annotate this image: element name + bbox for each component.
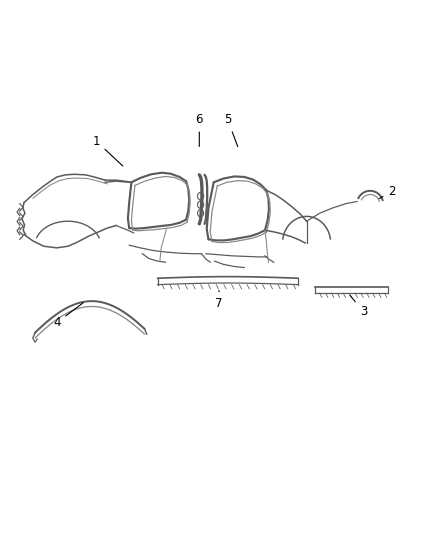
Text: 4: 4	[53, 303, 83, 329]
Text: 1: 1	[92, 135, 123, 166]
Text: 2: 2	[379, 185, 396, 199]
Text: 5: 5	[224, 114, 238, 147]
Text: 3: 3	[350, 295, 367, 318]
Text: 7: 7	[215, 290, 223, 310]
Text: 6: 6	[195, 114, 203, 147]
